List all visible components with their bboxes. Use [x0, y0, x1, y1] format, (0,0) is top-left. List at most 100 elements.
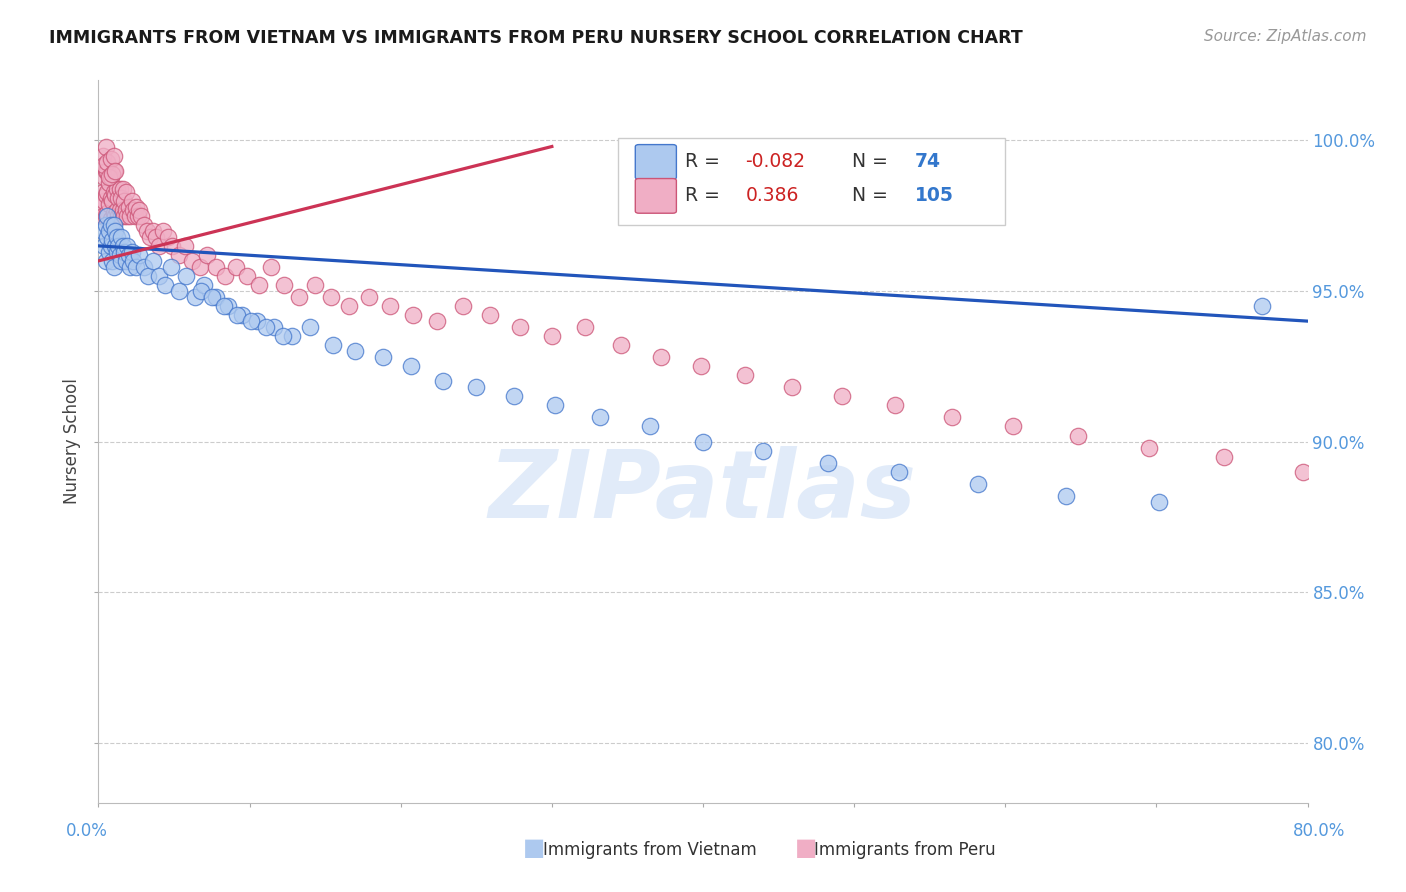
Point	[112, 194, 135, 208]
Point	[91, 224, 114, 238]
Point	[1292, 465, 1315, 479]
FancyBboxPatch shape	[619, 138, 1005, 225]
Point	[101, 233, 124, 247]
Point	[118, 200, 141, 214]
Point	[254, 320, 277, 334]
Point	[260, 260, 283, 274]
Point	[112, 209, 135, 223]
Point	[114, 185, 136, 199]
Point	[152, 224, 174, 238]
Point	[225, 260, 247, 274]
Point	[94, 254, 117, 268]
Point	[91, 148, 114, 162]
Point	[103, 260, 125, 274]
Point	[110, 191, 132, 205]
Point	[105, 202, 128, 217]
Point	[167, 248, 190, 262]
Text: -0.082: -0.082	[745, 153, 806, 171]
Point	[104, 209, 127, 223]
Point	[941, 410, 963, 425]
Point	[273, 278, 295, 293]
Point	[124, 209, 146, 223]
Point	[288, 290, 311, 304]
Point	[94, 218, 117, 232]
Point	[115, 239, 138, 253]
Point	[93, 194, 115, 208]
Point	[101, 194, 124, 208]
Point	[136, 268, 159, 283]
Point	[231, 308, 253, 322]
Point	[111, 239, 134, 253]
Point	[107, 191, 129, 205]
Point	[128, 248, 150, 262]
Point	[121, 244, 143, 259]
Point	[205, 260, 228, 274]
Point	[817, 456, 839, 470]
Point	[378, 299, 401, 313]
Point	[690, 359, 713, 374]
Point	[104, 224, 127, 238]
Point	[93, 239, 115, 253]
Point	[205, 290, 228, 304]
Point	[371, 351, 394, 365]
Point	[401, 359, 423, 374]
Point	[90, 200, 112, 214]
Point	[107, 209, 129, 223]
Point	[103, 148, 125, 162]
Point	[650, 351, 672, 365]
Point	[142, 224, 165, 238]
Point	[1054, 489, 1077, 503]
Point	[1213, 450, 1236, 464]
Text: Source: ZipAtlas.com: Source: ZipAtlas.com	[1204, 29, 1367, 45]
Point	[1149, 495, 1171, 509]
Point	[1067, 428, 1090, 442]
Point	[503, 389, 526, 403]
Point	[121, 194, 143, 208]
FancyBboxPatch shape	[636, 145, 676, 179]
Point	[201, 290, 224, 304]
Text: 74: 74	[915, 153, 941, 171]
Point	[967, 476, 990, 491]
Point	[212, 299, 235, 313]
Point	[103, 206, 125, 220]
Point	[94, 187, 117, 202]
Point	[110, 209, 132, 223]
Point	[148, 268, 170, 283]
Point	[110, 230, 132, 244]
Point	[100, 152, 122, 166]
Point	[104, 163, 127, 178]
Point	[1001, 419, 1024, 434]
Point	[122, 202, 145, 217]
Point	[132, 260, 155, 274]
Point	[96, 163, 118, 178]
Point	[337, 299, 360, 313]
Point	[108, 248, 131, 262]
Point	[181, 254, 204, 268]
Point	[98, 224, 121, 238]
Point	[101, 254, 124, 268]
Point	[1251, 299, 1274, 313]
Point	[589, 410, 612, 425]
Point	[357, 290, 380, 304]
Point	[195, 248, 218, 262]
Point	[638, 419, 661, 434]
Point	[129, 209, 152, 223]
Point	[188, 260, 211, 274]
Point	[142, 254, 165, 268]
Point	[217, 299, 239, 313]
Point	[402, 308, 425, 322]
Point	[108, 202, 131, 217]
Point	[153, 278, 176, 293]
Point	[100, 191, 122, 205]
Text: N =: N =	[852, 186, 894, 205]
Point	[93, 169, 115, 184]
Point	[96, 185, 118, 199]
Point	[246, 314, 269, 328]
Point	[263, 320, 285, 334]
Point	[281, 329, 304, 343]
Point	[96, 209, 118, 223]
Point	[299, 320, 322, 334]
Point	[120, 209, 142, 223]
Point	[100, 169, 122, 184]
Point	[478, 308, 501, 322]
